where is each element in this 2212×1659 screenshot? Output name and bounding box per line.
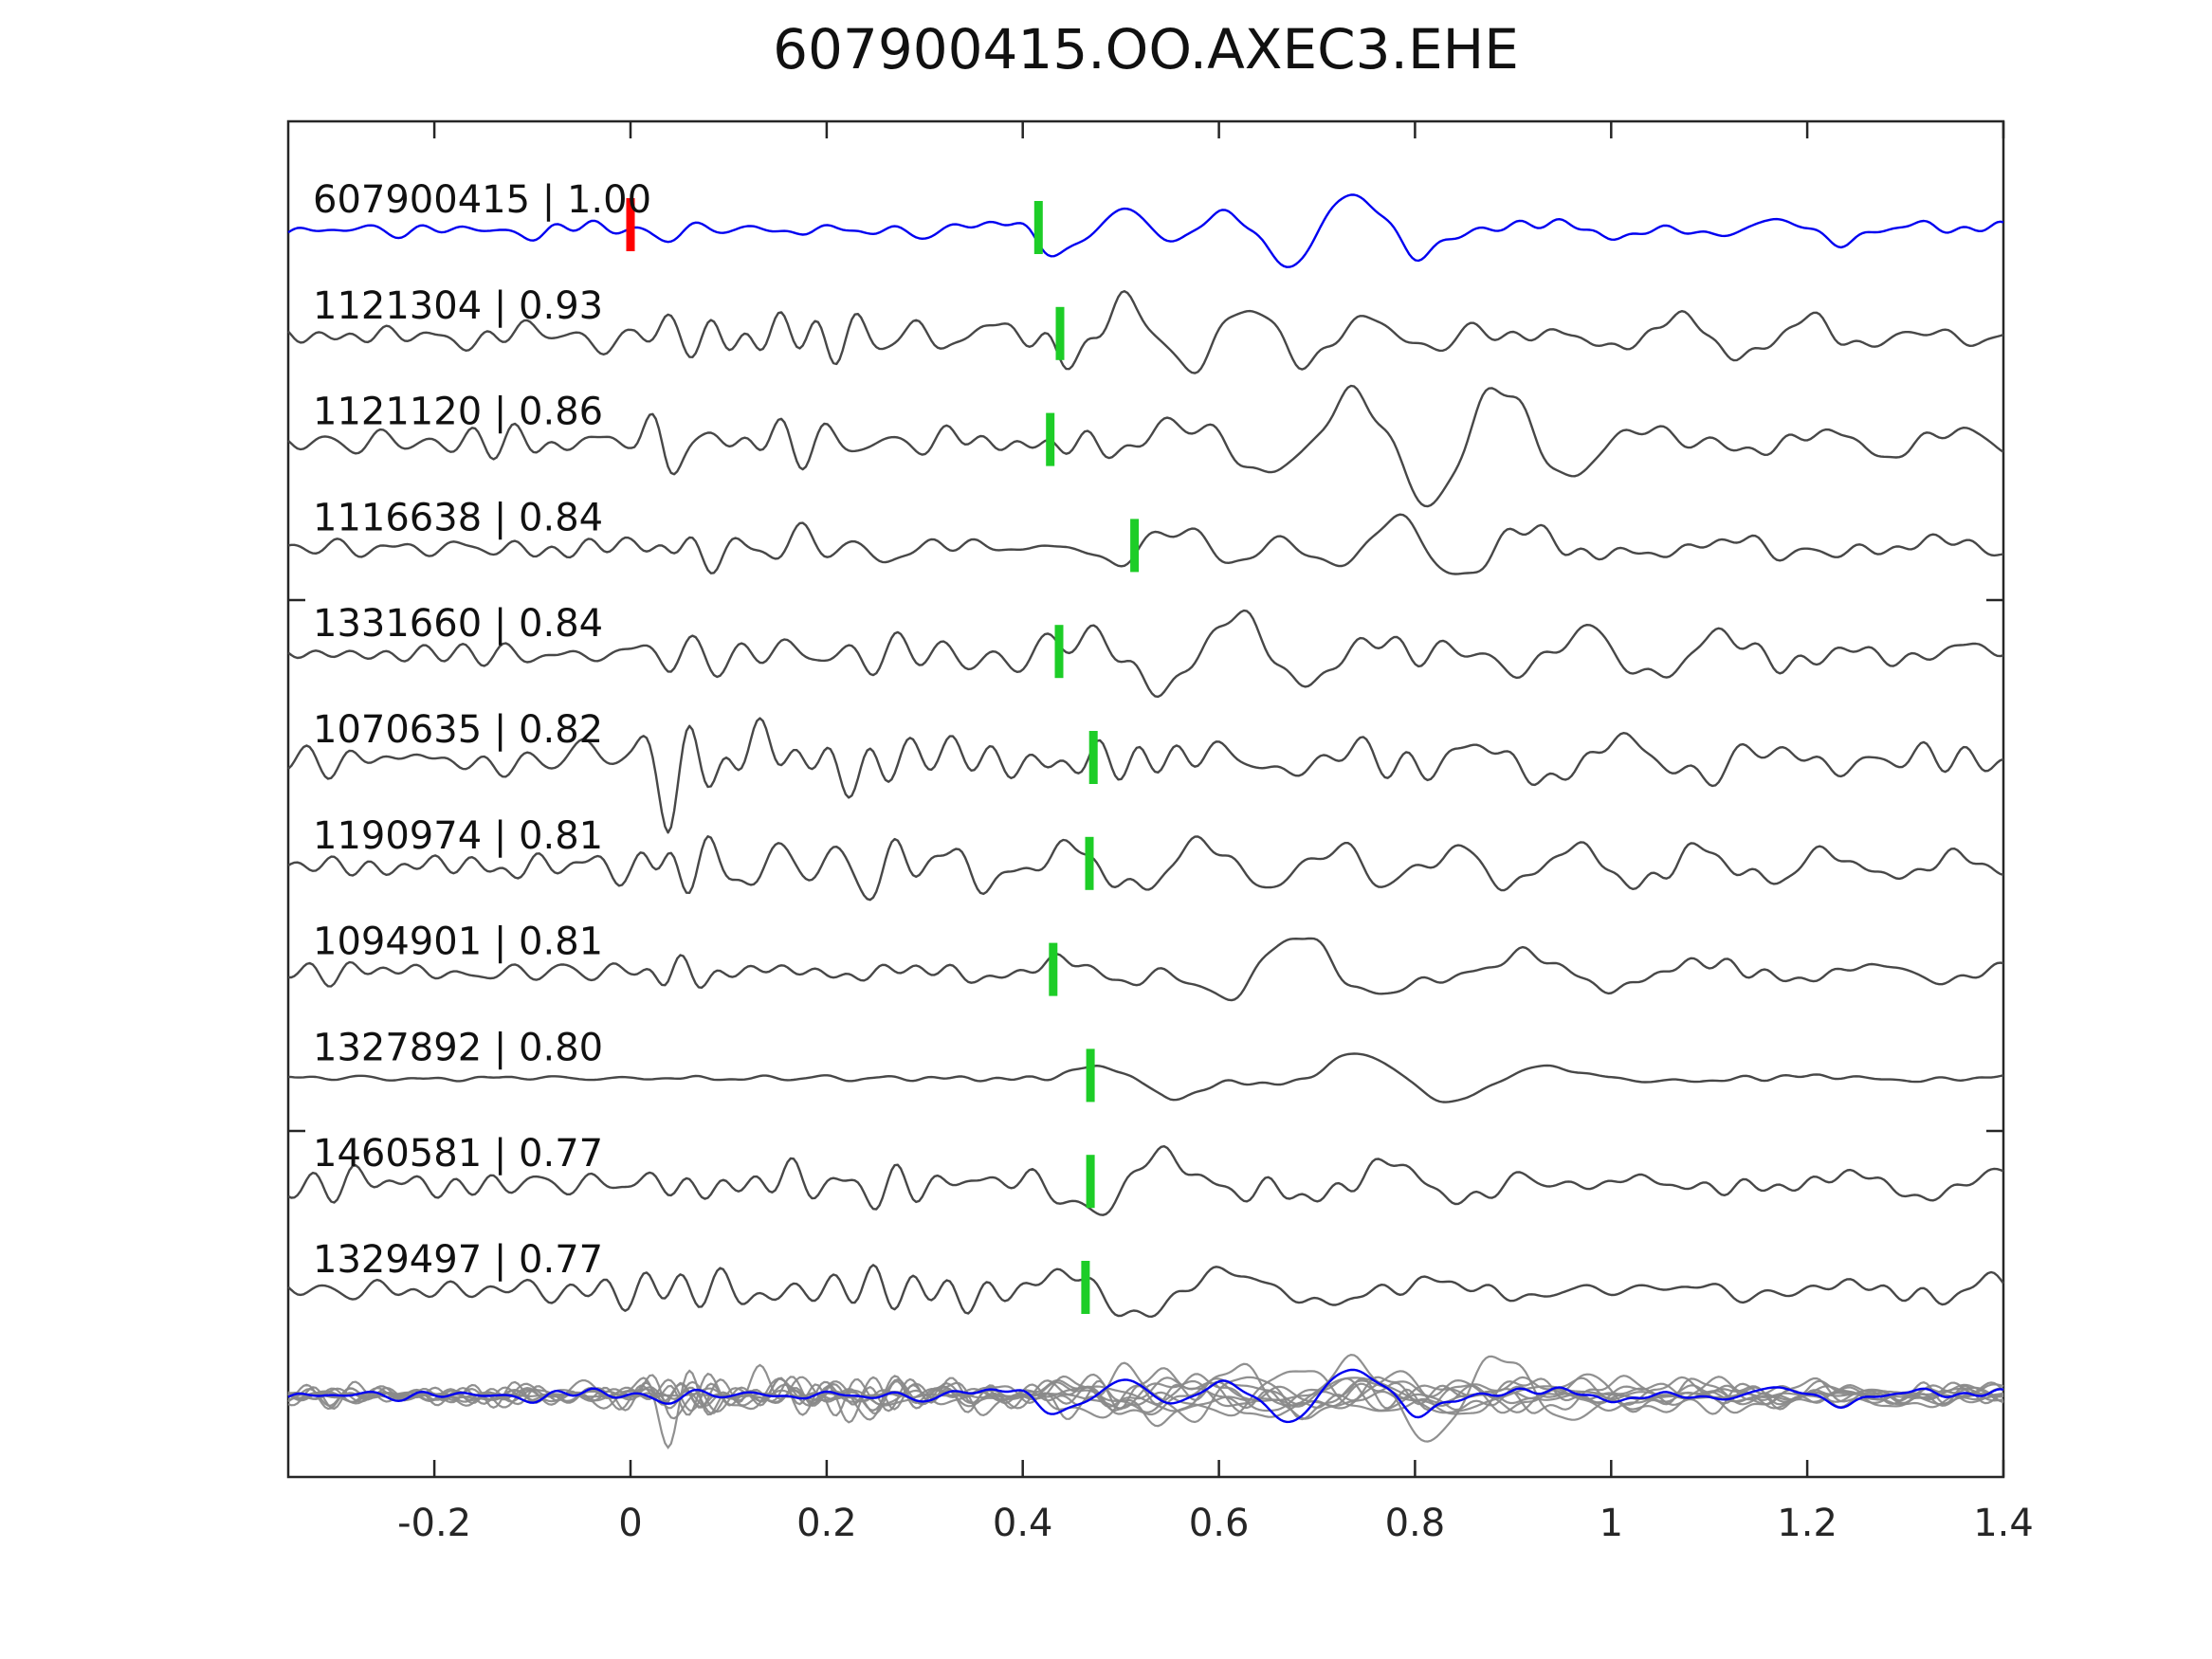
plot-border <box>286 119 2005 1479</box>
trace-label: 1460581 | 0.77 <box>313 1132 603 1176</box>
pick-marker <box>1086 1048 1095 1103</box>
template-waveform <box>287 193 2004 268</box>
detection-waveform <box>287 384 2004 508</box>
trace-label: 1116638 | 0.84 <box>313 496 603 539</box>
pick-marker <box>1054 625 1064 679</box>
detection-waveform <box>287 835 2004 902</box>
pick-marker <box>1086 1155 1095 1209</box>
detection-waveform <box>287 609 2004 699</box>
trace-label: 1121120 | 0.86 <box>313 391 603 434</box>
trace-label: 1327892 | 0.80 <box>313 1026 603 1069</box>
x-tick-label: 0.4 <box>993 1502 1053 1545</box>
chart-title: 607900415.OO.AXEC3.EHE <box>773 17 1519 82</box>
overlay-waveform <box>287 1367 2004 1419</box>
trace-label: 1070635 | 0.82 <box>313 708 603 752</box>
trace-label: 1094901 | 0.81 <box>313 921 603 964</box>
detection-waveform <box>287 1145 2004 1216</box>
pick-marker <box>1033 201 1043 254</box>
trace-label: 607900415 | 1.00 <box>313 178 651 222</box>
x-tick-label: 1.2 <box>1777 1502 1837 1545</box>
x-tick-label: 0 <box>618 1502 642 1545</box>
pick-marker <box>1088 731 1098 784</box>
detection-waveform <box>287 290 2004 374</box>
x-tick-label: 0.6 <box>1189 1502 1250 1545</box>
x-tick-label: 0.2 <box>796 1502 857 1545</box>
trace-label: 1190974 | 0.81 <box>313 814 603 858</box>
template-zero-marker <box>626 198 635 251</box>
detection-waveform <box>287 513 2004 575</box>
pick-marker <box>1085 836 1094 890</box>
x-tick-label: 1 <box>1600 1502 1623 1545</box>
x-tick-label: 1.4 <box>1973 1502 2034 1545</box>
x-tick-label: -0.2 <box>397 1502 471 1545</box>
pick-marker <box>1081 1261 1090 1314</box>
trace-label: 1329497 | 0.77 <box>313 1238 603 1282</box>
pick-marker <box>1049 942 1058 996</box>
x-tick-label: 0.8 <box>1385 1502 1446 1545</box>
trace-label: 1331660 | 0.84 <box>313 602 603 646</box>
overlay-waveform <box>287 1363 2004 1449</box>
detection-waveform <box>287 1264 2004 1318</box>
detection-waveform <box>288 937 2004 1002</box>
detection-waveform <box>287 1052 2004 1103</box>
overlay-waveform <box>287 1376 2004 1416</box>
pick-marker <box>1055 306 1065 360</box>
overlay-template-waveform <box>287 1368 2004 1424</box>
pick-marker <box>1130 519 1140 573</box>
pick-marker <box>1046 412 1055 466</box>
detection-waveform <box>287 717 2004 834</box>
trace-label: 1121304 | 0.93 <box>313 284 603 328</box>
